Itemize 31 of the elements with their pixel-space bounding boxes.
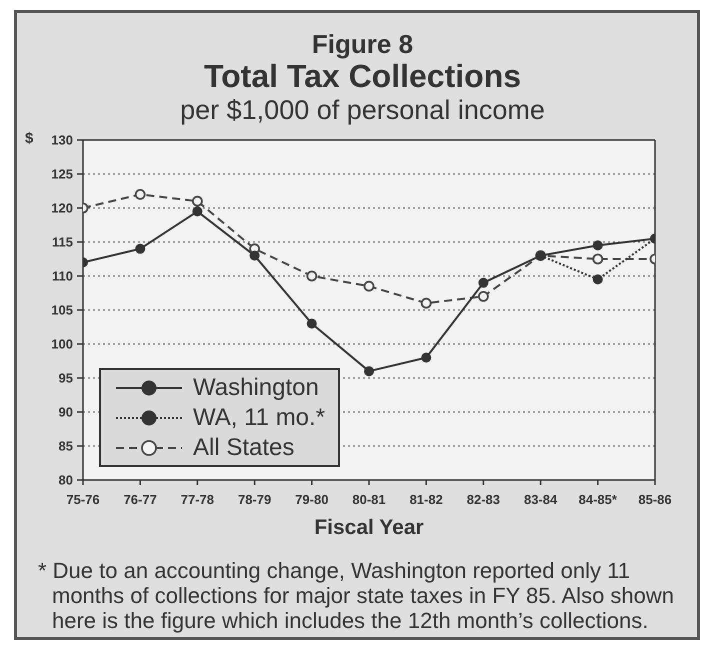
x-tick-label: 83-84: [524, 492, 558, 508]
x-tick-label: 82-83: [466, 492, 500, 508]
legend-label: WA, 11 mo.*: [193, 404, 326, 432]
x-axis-title: Fiscal Year: [313, 516, 425, 540]
y-tick-label: 110: [52, 268, 73, 284]
y-tick-label: 90: [58, 404, 73, 420]
y-tick-label: 130: [51, 132, 73, 148]
x-tick-label: 75-76: [66, 492, 100, 508]
chart-subtitle: per $1,000 of personal income: [179, 95, 546, 125]
x-tick-label: 81-82: [410, 492, 443, 508]
y-tick-label: 80: [58, 472, 73, 488]
chart-title: Total Tax Collections: [202, 58, 522, 95]
y-tick-label: 95: [58, 370, 73, 386]
x-tick-label: 79-80: [295, 492, 328, 508]
x-tick-label: 77-78: [180, 492, 214, 508]
legend-label: Washington: [193, 374, 319, 402]
x-tick-label: 78-79: [238, 492, 272, 508]
x-tick-label: 85-86: [638, 492, 672, 508]
y-tick-label: 115: [52, 234, 73, 250]
legend-label: All States: [193, 434, 294, 462]
y-tick-label: 105: [51, 302, 73, 318]
y-tick-label: 100: [51, 336, 73, 352]
y-axis-title: $: [25, 130, 34, 147]
x-tick-label: 76-77: [124, 492, 157, 508]
text: * Due to an accounting change, Washington reported only 11 months of collections for major state taxes in FY 85. Also shown here is the figure which includes the 12th month’s collections.: [37, 558, 676, 633]
y-tick-label: 125: [51, 166, 73, 182]
y-tick-label: 120: [51, 200, 73, 216]
caption: Figure 8: [310, 29, 414, 59]
x-tick-label: 84-85*: [578, 492, 618, 508]
x-tick-label: 80-81: [352, 492, 386, 508]
y-tick-label: 85: [58, 438, 73, 454]
